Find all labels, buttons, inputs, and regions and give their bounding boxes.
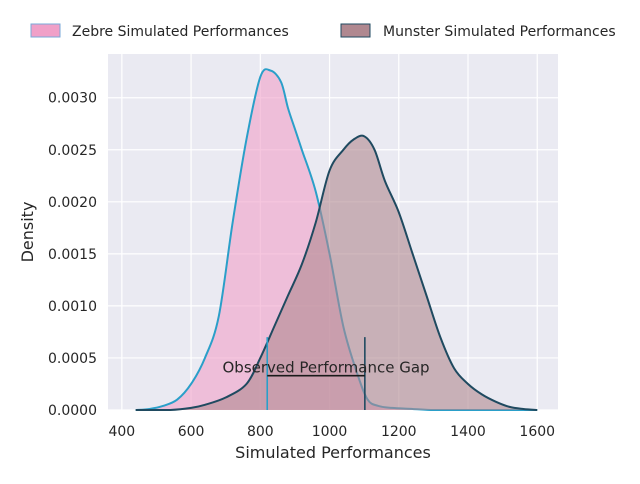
x-tick-label: 1000 (312, 424, 348, 440)
legend: Zebre Simulated Performances Munster Sim… (30, 23, 616, 40)
gap-annotation-label: Observed Performance Gap (222, 359, 429, 377)
x-axis-label: Simulated Performances (235, 443, 431, 462)
annotation-layer: Observed Performance Gap (222, 337, 430, 410)
y-tick-label: 0.0020 (48, 195, 97, 211)
x-tick-label: 400 (108, 424, 135, 440)
y-tick-label: 0.0010 (48, 299, 97, 315)
y-tick-label: 0.0025 (48, 143, 97, 159)
y-tick-label: 0.0005 (48, 351, 97, 367)
legend-swatch-zebre (30, 23, 61, 38)
density-area-munster (135, 135, 538, 410)
x-tick-label: 1400 (450, 424, 486, 440)
x-tick-label: 1200 (381, 424, 417, 440)
x-tick-label: 1600 (519, 424, 555, 440)
legend-label-zebre: Zebre Simulated Performances (72, 24, 289, 40)
legend-swatch-munster (340, 23, 371, 38)
y-tick-label: 0.0030 (48, 91, 97, 107)
x-tick-label: 800 (247, 424, 274, 440)
series-layer (135, 68, 538, 411)
x-tick-label: 600 (178, 424, 205, 440)
y-ticks: 0.0000 0.0005 0.0010 0.0015 0.0020 0.0025 0.00… (48, 91, 97, 419)
y-tick-label: 0.0000 (48, 403, 97, 419)
x-ticks: 400 600 800 1000 1200 1400 1600 (108, 424, 555, 440)
legend-label-munster: Munster Simulated Performances (383, 24, 616, 40)
y-axis-label: Density (18, 202, 37, 263)
density-area-zebre (135, 69, 538, 410)
density-line-munster (135, 134, 538, 411)
y-tick-label: 0.0015 (48, 247, 97, 263)
